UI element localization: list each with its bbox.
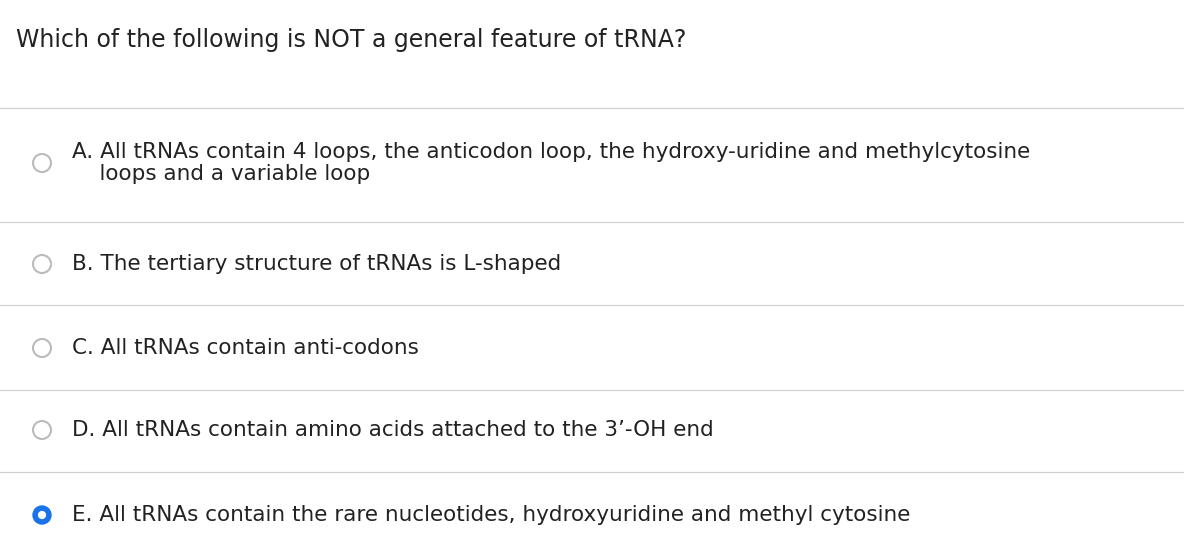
Circle shape (33, 506, 51, 524)
Text: A. All tRNAs contain 4 loops, the anticodon loop, the hydroxy-uridine and methyl: A. All tRNAs contain 4 loops, the antico… (72, 142, 1030, 162)
Text: B. The tertiary structure of tRNAs is L-shaped: B. The tertiary structure of tRNAs is L-… (72, 254, 561, 274)
Text: Which of the following is NOT a general feature of tRNA?: Which of the following is NOT a general … (17, 28, 687, 52)
Circle shape (39, 511, 45, 519)
Text: C. All tRNAs contain anti-codons: C. All tRNAs contain anti-codons (72, 338, 419, 358)
Text: loops and a variable loop: loops and a variable loop (72, 164, 371, 184)
Text: E. All tRNAs contain the rare nucleotides, hydroxyuridine and methyl cytosine: E. All tRNAs contain the rare nucleotide… (72, 505, 910, 525)
Text: D. All tRNAs contain amino acids attached to the 3’-OH end: D. All tRNAs contain amino acids attache… (72, 420, 714, 440)
